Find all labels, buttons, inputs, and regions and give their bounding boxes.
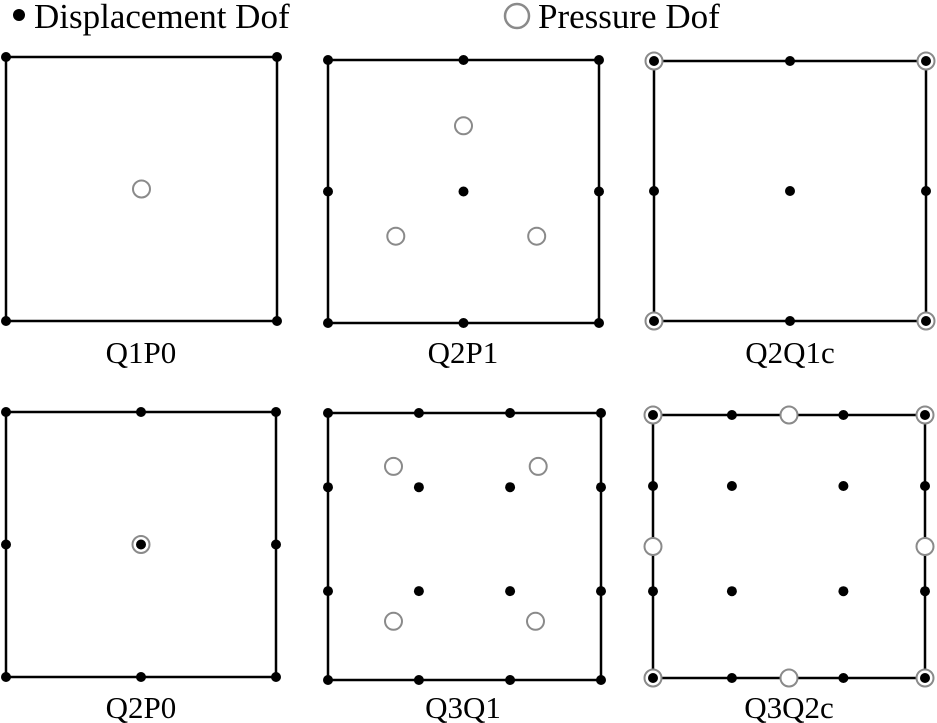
displacement-dof-marker [458,55,469,65]
element-panel-q3q2c: Q3Q2c [643,405,935,723]
displacement-dof-marker [726,673,737,683]
displacement-dof-marker [323,55,333,65]
displacement-dof-marker [921,316,931,326]
displacement-dof-marker [920,586,930,597]
displacement-dof-marker [920,410,930,420]
displacement-dof-marker [594,318,604,328]
legend: Displacement Dof Pressure Dof [13,0,720,36]
displacement-dof-marker [648,673,658,683]
legend-displacement-marker [13,9,25,21]
displacement-dof-marker [272,52,282,62]
pressure-dof-marker [779,668,799,688]
element-label: Q2P0 [106,690,177,723]
displacement-dof-marker [413,586,424,597]
element-label: Q3Q2c [744,690,834,723]
displacement-dof-marker [726,481,737,491]
displacement-dof-marker [413,408,424,418]
displacement-dof-marker [649,56,659,66]
displacement-dof-marker [594,186,604,197]
displacement-dof-marker [920,673,930,683]
element-label: Q1P0 [106,335,177,370]
displacement-dof-marker [838,586,849,597]
displacement-dof-marker [413,482,424,493]
displacement-dof-marker [323,482,333,493]
displacement-dof-marker [785,316,795,326]
displacement-dof-marker [921,186,931,196]
displacement-dof-marker [271,539,281,550]
displacement-dof-marker [838,481,849,491]
displacement-dof-marker [594,55,604,65]
element-panel-q3q1: Q3Q1 [323,408,606,723]
displacement-dof-marker [1,407,11,417]
displacement-dof-marker [785,56,795,66]
pressure-dof-marker [526,611,545,631]
element-panel-q2p1: Q2P1 [323,55,604,370]
displacement-dof-marker [136,407,146,417]
displacement-dof-marker [413,675,424,685]
legend-pressure-marker [503,2,531,30]
pressure-dof-marker [527,226,547,246]
displacement-dof-marker [272,316,282,326]
displacement-dof-marker [323,675,333,685]
element-panels: Q1P0 Q2P1 Q2Q1c Q2P0 Q3Q1 Q3Q2c [1,51,936,723]
displacement-dof-marker [136,539,146,550]
element-panel-q1p0: Q1P0 [1,52,282,370]
pressure-dof-marker [528,456,548,476]
displacement-dof-marker [838,410,849,420]
displacement-dof-marker [648,481,658,491]
element-frame [651,413,927,680]
displacement-dof-marker [505,675,516,685]
displacement-dof-marker [1,316,11,326]
displacement-dof-marker [271,407,281,417]
displacement-dof-marker [726,410,737,420]
displacement-dof-marker [1,539,11,550]
displacement-dof-marker [649,316,659,326]
legend-displacement-label: Displacement Dof [34,0,290,36]
displacement-dof-marker [323,408,333,418]
displacement-dof-marker [920,481,930,491]
pressure-dof-marker [779,405,799,425]
displacement-dof-marker [136,672,146,682]
displacement-dof-marker [596,586,606,597]
displacement-dof-marker [648,586,658,597]
displacement-dof-marker [458,186,469,197]
pressure-dof-marker [643,537,663,556]
displacement-dof-marker [271,672,281,682]
element-label: Q3Q1 [425,690,501,723]
pressure-dof-marker [915,537,935,556]
displacement-dof-marker [505,586,516,597]
displacement-dof-marker [785,186,795,196]
displacement-dof-marker [323,186,333,197]
displacement-dof-marker [649,186,659,196]
displacement-dof-marker [726,586,737,597]
displacement-dof-marker [505,408,516,418]
displacement-dof-marker [323,318,333,328]
element-panel-q2p0: Q2P0 [1,407,281,723]
displacement-dof-marker [596,482,606,493]
element-panel-q2q1c: Q2Q1c [644,51,936,370]
pressure-dof-marker [386,226,406,246]
displacement-dof-marker [505,482,516,493]
pressure-dof-marker [384,456,403,476]
displacement-dof-marker [596,675,606,685]
element-frame [4,55,279,323]
displacement-dof-marker [1,672,11,682]
displacement-dof-marker [596,408,606,418]
element-label: Q2Q1c [745,335,835,370]
legend-pressure-label: Pressure Dof [538,0,720,36]
displacement-dof-marker [458,318,469,328]
displacement-dof-marker [648,410,658,420]
displacement-dof-marker [921,56,931,66]
displacement-dof-marker [838,673,849,683]
element-label: Q2P1 [428,335,499,370]
pressure-dof-marker [384,611,403,631]
displacement-dof-marker [1,52,11,62]
pressure-dof-marker [132,179,151,199]
element-frame [326,411,603,682]
pressure-dof-marker [454,116,473,136]
displacement-dof-marker [323,586,333,597]
